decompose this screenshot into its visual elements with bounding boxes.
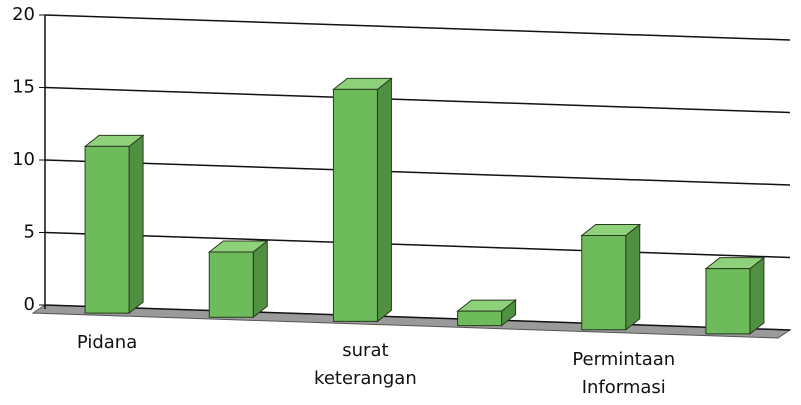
y-tick-label: 10 (12, 149, 35, 170)
bar-side (749, 256, 765, 335)
bar-front (705, 268, 751, 335)
bar-front (332, 88, 378, 322)
bar-side (376, 77, 392, 323)
bar-side (128, 134, 144, 315)
y-tick-label: 0 (24, 294, 35, 315)
bar-side (252, 239, 268, 319)
bar-front (581, 235, 627, 331)
grid-line (44, 14, 791, 41)
grid-line (44, 304, 791, 331)
bar (331, 77, 393, 323)
x-tick-label: surat keterangan (314, 340, 417, 390)
bar-side (625, 223, 641, 331)
bar (704, 256, 766, 335)
y-tick-label: 15 (12, 77, 35, 98)
grid-line (44, 159, 791, 186)
bar (207, 239, 269, 319)
bar-front (457, 310, 503, 327)
y-tick-label: 5 (24, 222, 35, 243)
grid-line (44, 86, 791, 114)
x-tick-label: Pidana (76, 332, 138, 354)
grid-line (44, 231, 791, 259)
bar (83, 134, 145, 315)
bar (456, 299, 518, 327)
bar (580, 223, 642, 331)
x-tick-label: Permintaan Informasi (572, 348, 676, 398)
bar-front (208, 251, 254, 318)
bar-front (84, 145, 130, 314)
y-tick-label: 20 (12, 4, 35, 25)
